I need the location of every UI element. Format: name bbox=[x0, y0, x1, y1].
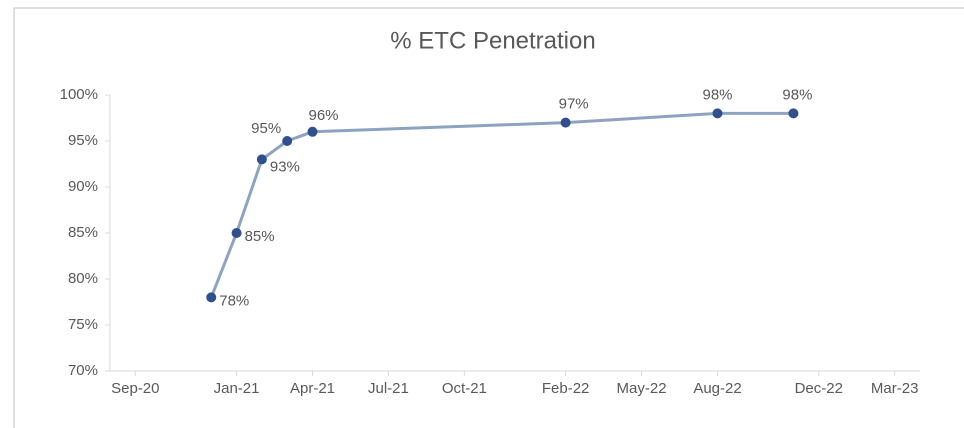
x-tick-label: Sep-20 bbox=[111, 380, 159, 397]
data-label: 98% bbox=[702, 86, 732, 103]
x-tick-label: Feb-22 bbox=[542, 380, 590, 397]
y-tick-label: 100% bbox=[60, 86, 98, 103]
x-tick-label: Jul-21 bbox=[368, 380, 409, 397]
marker bbox=[256, 154, 267, 165]
x-tick-label: Apr-21 bbox=[290, 380, 335, 397]
x-tick-label: Aug-22 bbox=[693, 380, 741, 397]
marker bbox=[712, 108, 723, 119]
y-tick-label: 90% bbox=[68, 178, 98, 195]
marker bbox=[282, 136, 293, 146]
marker bbox=[231, 228, 242, 238]
x-tick-label: Jan-21 bbox=[214, 380, 260, 397]
y-tick-label: 75% bbox=[68, 316, 98, 333]
line bbox=[209, 111, 794, 298]
data-label: 93% bbox=[270, 158, 300, 175]
marker bbox=[206, 292, 217, 303]
x-tick-label: May-22 bbox=[617, 380, 667, 397]
marker bbox=[560, 117, 571, 128]
x-tick-label: Mar-23 bbox=[871, 380, 919, 397]
y-tick-label: 95% bbox=[68, 132, 98, 149]
marker bbox=[307, 126, 318, 137]
y-tick-label: 85% bbox=[68, 224, 98, 241]
y-tick-label: 70% bbox=[68, 362, 98, 379]
marker bbox=[788, 108, 799, 119]
data-label: 85% bbox=[245, 228, 275, 245]
data-label: 97% bbox=[559, 96, 589, 113]
y-tick-label: 80% bbox=[68, 270, 98, 287]
x-tick-label: Oct-21 bbox=[442, 380, 487, 397]
data-label: 98% bbox=[782, 86, 812, 103]
data-label: 95% bbox=[251, 120, 281, 137]
data-label: 78% bbox=[219, 292, 249, 309]
x-tick-label: Dec-22 bbox=[795, 380, 843, 397]
data-label: 96% bbox=[309, 107, 339, 124]
chart-title: % ETC Penetration bbox=[390, 27, 595, 54]
chart-border bbox=[13, 7, 964, 428]
